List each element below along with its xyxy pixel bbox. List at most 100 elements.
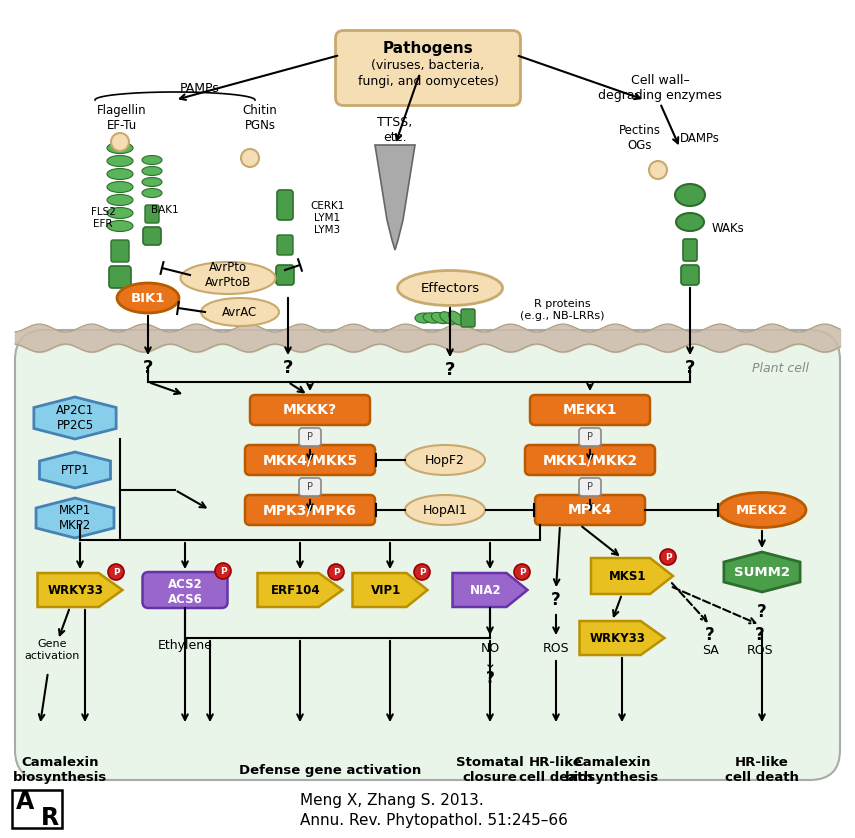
FancyBboxPatch shape bbox=[143, 227, 161, 245]
FancyBboxPatch shape bbox=[579, 428, 601, 446]
Ellipse shape bbox=[201, 298, 279, 326]
Ellipse shape bbox=[117, 283, 179, 313]
Ellipse shape bbox=[107, 156, 133, 167]
Text: Effectors: Effectors bbox=[421, 282, 480, 294]
Text: ROS: ROS bbox=[543, 642, 569, 654]
Text: P: P bbox=[113, 567, 120, 577]
Circle shape bbox=[111, 133, 129, 151]
Ellipse shape bbox=[107, 182, 133, 193]
Circle shape bbox=[414, 564, 430, 580]
Text: AP2C1
PP2C5: AP2C1 PP2C5 bbox=[56, 404, 94, 432]
Polygon shape bbox=[36, 498, 114, 538]
Circle shape bbox=[328, 564, 344, 580]
Text: Defense gene activation: Defense gene activation bbox=[239, 763, 422, 777]
Ellipse shape bbox=[676, 213, 704, 231]
Text: Pathogens: Pathogens bbox=[383, 40, 474, 55]
Text: P: P bbox=[220, 566, 227, 576]
Text: ↓: ↓ bbox=[484, 655, 497, 670]
Circle shape bbox=[241, 149, 259, 167]
Text: PTP1: PTP1 bbox=[61, 463, 90, 477]
Text: VIP1: VIP1 bbox=[371, 583, 401, 597]
FancyBboxPatch shape bbox=[111, 240, 129, 262]
FancyBboxPatch shape bbox=[299, 478, 321, 496]
Circle shape bbox=[215, 563, 231, 579]
Text: Annu. Rev. Phytopathol. 51:245–66: Annu. Rev. Phytopathol. 51:245–66 bbox=[300, 813, 568, 827]
Text: MEKK2: MEKK2 bbox=[736, 504, 788, 516]
Circle shape bbox=[514, 564, 530, 580]
Text: WRKY33: WRKY33 bbox=[590, 632, 646, 644]
Ellipse shape bbox=[142, 189, 162, 198]
Text: P: P bbox=[419, 567, 425, 577]
Text: MKK4/MKK5: MKK4/MKK5 bbox=[262, 453, 357, 467]
Text: Flagellin
EF-Tu: Flagellin EF-Tu bbox=[97, 104, 147, 132]
Ellipse shape bbox=[107, 220, 133, 231]
Ellipse shape bbox=[718, 493, 806, 527]
FancyBboxPatch shape bbox=[683, 239, 697, 261]
FancyBboxPatch shape bbox=[530, 395, 650, 425]
Polygon shape bbox=[39, 452, 110, 488]
Text: Pectins
OGs: Pectins OGs bbox=[619, 124, 661, 152]
FancyBboxPatch shape bbox=[245, 495, 375, 525]
Text: BAK1: BAK1 bbox=[151, 205, 179, 215]
FancyBboxPatch shape bbox=[245, 445, 375, 475]
Text: AvrPto
AvrPtoB: AvrPto AvrPtoB bbox=[205, 261, 251, 289]
Text: NIA2: NIA2 bbox=[470, 583, 502, 597]
Circle shape bbox=[108, 564, 124, 580]
Ellipse shape bbox=[142, 167, 162, 175]
Circle shape bbox=[649, 161, 667, 179]
Polygon shape bbox=[580, 621, 664, 655]
FancyBboxPatch shape bbox=[12, 790, 62, 828]
Text: WAKs: WAKs bbox=[712, 221, 745, 235]
Polygon shape bbox=[591, 558, 673, 594]
Text: P: P bbox=[587, 482, 593, 492]
Polygon shape bbox=[38, 573, 122, 607]
Text: fungi, and oomycetes): fungi, and oomycetes) bbox=[357, 75, 498, 89]
Text: Cell wall–
degrading enzymes: Cell wall– degrading enzymes bbox=[598, 74, 722, 102]
Text: HopF2: HopF2 bbox=[425, 453, 465, 467]
FancyBboxPatch shape bbox=[461, 309, 475, 327]
Ellipse shape bbox=[405, 495, 485, 525]
Text: ?: ? bbox=[685, 359, 695, 377]
Text: ROS: ROS bbox=[746, 644, 773, 656]
FancyBboxPatch shape bbox=[277, 190, 293, 220]
Text: CERK1
LYM1
LYM3: CERK1 LYM1 LYM3 bbox=[310, 201, 345, 235]
Ellipse shape bbox=[107, 208, 133, 219]
Text: Chitin
PGNs: Chitin PGNs bbox=[243, 104, 277, 132]
Ellipse shape bbox=[398, 271, 503, 306]
Text: R: R bbox=[41, 806, 59, 830]
Ellipse shape bbox=[448, 311, 463, 325]
Ellipse shape bbox=[405, 445, 485, 475]
Text: Camalexin
biosynthesis: Camalexin biosynthesis bbox=[565, 756, 659, 784]
Text: MKP1
MKP2: MKP1 MKP2 bbox=[59, 504, 91, 532]
Text: P: P bbox=[519, 567, 525, 577]
Text: SA: SA bbox=[702, 644, 718, 656]
FancyBboxPatch shape bbox=[277, 235, 293, 255]
Text: MPK4: MPK4 bbox=[568, 503, 612, 517]
Text: ?: ? bbox=[486, 670, 494, 685]
Text: ?: ? bbox=[758, 603, 767, 621]
Ellipse shape bbox=[107, 194, 133, 205]
FancyBboxPatch shape bbox=[335, 30, 521, 106]
Text: ERF104: ERF104 bbox=[271, 583, 321, 597]
Text: Meng X, Zhang S. 2013.: Meng X, Zhang S. 2013. bbox=[300, 793, 484, 808]
Text: Stomatal
closure: Stomatal closure bbox=[456, 756, 524, 784]
Text: Gene
activation: Gene activation bbox=[24, 639, 80, 661]
FancyBboxPatch shape bbox=[525, 445, 655, 475]
Text: P: P bbox=[307, 432, 313, 442]
Text: P: P bbox=[664, 552, 671, 561]
Ellipse shape bbox=[415, 313, 433, 323]
Text: MEKK1: MEKK1 bbox=[563, 403, 617, 417]
FancyBboxPatch shape bbox=[143, 572, 227, 608]
Polygon shape bbox=[452, 573, 528, 607]
Text: P: P bbox=[587, 432, 593, 442]
FancyBboxPatch shape bbox=[535, 495, 645, 525]
Text: ?: ? bbox=[283, 359, 293, 377]
Ellipse shape bbox=[107, 168, 133, 179]
Text: HopAI1: HopAI1 bbox=[422, 504, 468, 516]
FancyBboxPatch shape bbox=[250, 395, 370, 425]
Text: DAMPs: DAMPs bbox=[680, 132, 720, 144]
Text: (viruses, bacteria,: (viruses, bacteria, bbox=[371, 59, 485, 73]
Polygon shape bbox=[34, 397, 116, 439]
Ellipse shape bbox=[180, 262, 275, 294]
Ellipse shape bbox=[423, 313, 441, 323]
